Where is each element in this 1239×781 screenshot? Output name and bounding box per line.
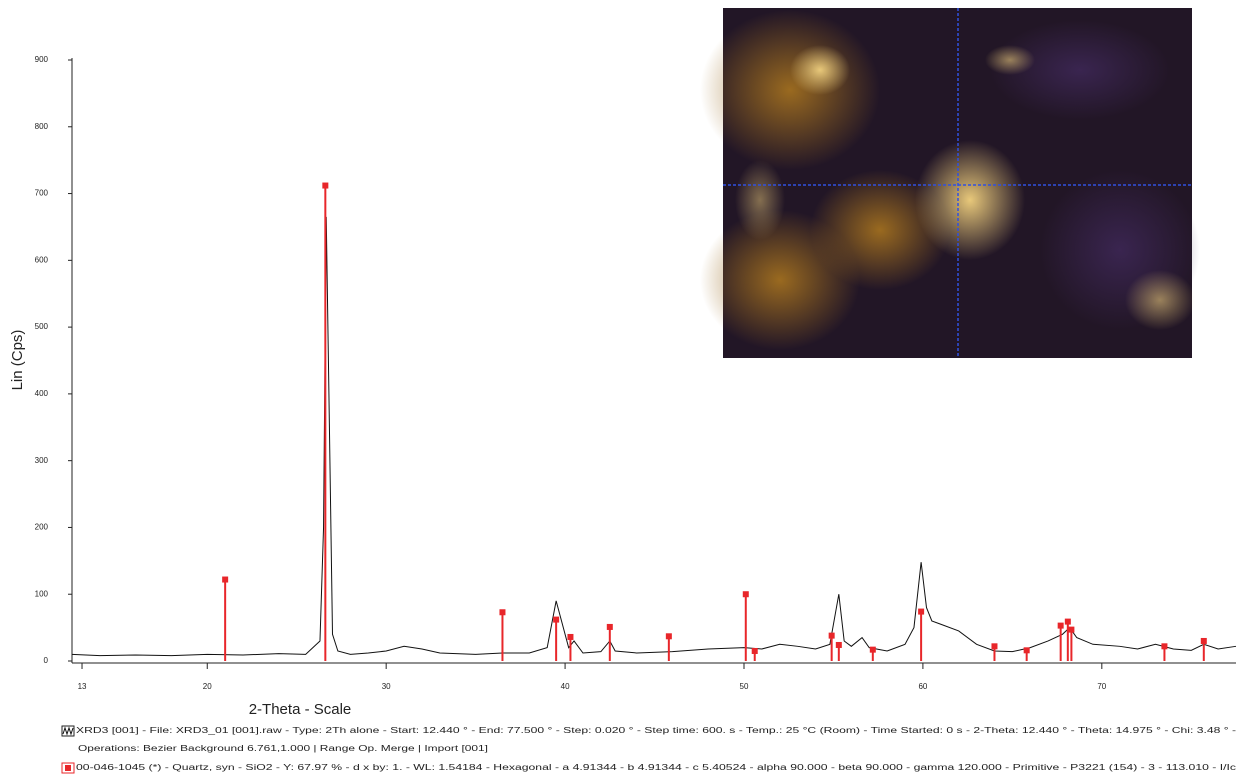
reference-stick — [1068, 627, 1074, 661]
stick-head — [752, 648, 758, 654]
x-tick-label: 30 — [382, 682, 391, 691]
x-tick-label: 40 — [561, 682, 570, 691]
reference-stick — [666, 633, 672, 661]
stick-head — [991, 643, 997, 649]
inset-photo — [700, 8, 1200, 358]
x-tick-label: 60 — [918, 682, 927, 691]
y-tick-label: 700 — [35, 189, 49, 198]
reference-stick — [222, 577, 228, 661]
stick-head — [499, 609, 505, 615]
stick-head — [1201, 638, 1207, 644]
legend-entry: 00-046-1045 (*) - Quartz, syn - SiO2 - Y… — [76, 763, 1236, 772]
stick-head — [1068, 627, 1074, 633]
stick-head — [607, 624, 613, 630]
y-tick-label: 800 — [35, 122, 49, 131]
reference-stick — [1058, 623, 1064, 661]
reference-stick — [918, 609, 924, 661]
reference-stick — [829, 633, 835, 661]
legend-extra: Operations: Bezier Background 6.761,1.00… — [78, 744, 488, 753]
stick-head — [870, 647, 876, 653]
y-tick-label: 900 — [35, 55, 49, 64]
stick-head — [1024, 647, 1030, 653]
stick-head — [918, 609, 924, 615]
legend-icon-head — [65, 765, 71, 771]
y-tick-label: 200 — [35, 523, 49, 532]
reference-stick — [743, 591, 749, 661]
stick-head — [222, 577, 228, 583]
chart: 2-Theta - Scale Lin (Cps) 0 100 200 300 400 5… — [0, 0, 1239, 781]
stick-head — [567, 634, 573, 640]
stick-head — [666, 633, 672, 639]
stick-head — [1161, 643, 1167, 649]
x-tick-label: 20 — [203, 682, 212, 691]
reference-stick — [836, 642, 842, 661]
x-tick-label: 50 — [740, 682, 749, 691]
y-tick-label: 0 — [44, 656, 49, 665]
x-tick-label: 13 — [78, 682, 87, 691]
reference-stick — [553, 617, 559, 661]
stick-head — [322, 183, 328, 189]
reference-stick — [1065, 619, 1071, 661]
reference-stick — [607, 624, 613, 661]
x-tick-label: 70 — [1097, 682, 1106, 691]
reference-stick — [870, 647, 876, 661]
stick-head — [743, 591, 749, 597]
y-tick-label: 100 — [35, 589, 49, 598]
stick-head — [1058, 623, 1064, 629]
legend-entry: XRD3 [001] - File: XRD3_01 [001].raw - T… — [76, 726, 1236, 735]
y-tick-label: 400 — [35, 389, 49, 398]
page: {"chart_data": {"type": "line", "xlabel"… — [0, 0, 1239, 781]
reference-stick — [991, 643, 997, 661]
x-axis-title: 2-Theta - Scale — [249, 701, 352, 718]
reference-stick — [1161, 643, 1167, 661]
y-axis-title: Lin (Cps) — [9, 330, 26, 391]
reference-stick — [752, 648, 758, 661]
y-tick-label: 500 — [35, 322, 49, 331]
stick-head — [553, 617, 559, 623]
y-tick-label: 600 — [35, 255, 49, 264]
stick-head — [836, 642, 842, 648]
y-tick-label: 300 — [35, 456, 49, 465]
reference-stick — [322, 183, 328, 661]
reference-stick — [1024, 647, 1030, 661]
stick-head — [829, 633, 835, 639]
stick-head — [1065, 619, 1071, 625]
reference-stick — [1201, 638, 1207, 661]
